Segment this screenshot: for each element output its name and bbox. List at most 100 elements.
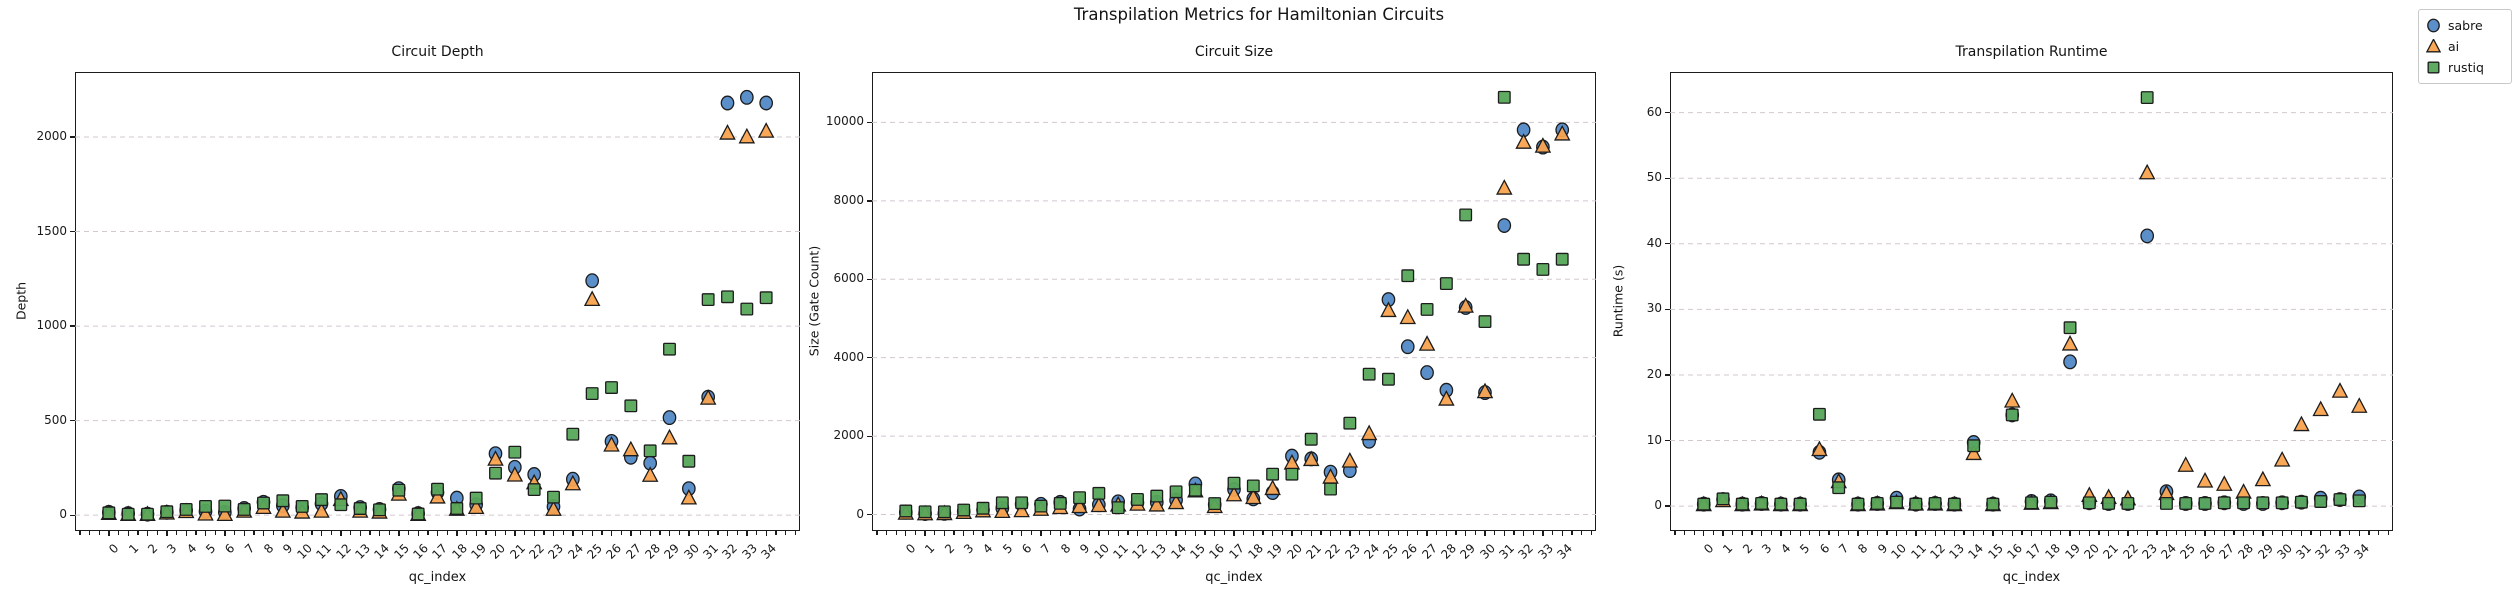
xtick-label-6: 6 [1019, 541, 1035, 557]
marker-rustiq-18 [2044, 495, 2058, 509]
xtick-minor-mark [2349, 531, 2351, 535]
marker-ai-10 [1090, 496, 1108, 513]
marker-ai-26 [1399, 308, 1417, 325]
xtick-mark [2339, 531, 2341, 536]
xtick-mark [2165, 531, 2168, 536]
xtick-mark [127, 531, 129, 536]
marker-ai-30 [680, 488, 698, 505]
xtick-label-2: 2 [941, 541, 958, 557]
marker-rustiq-23 [547, 490, 560, 504]
xlabel-qc-index-1: qc_index [408, 570, 467, 585]
xtick-minor-mark [1944, 531, 1946, 535]
marker-rustiq-11 [1111, 501, 1125, 515]
marker-rustiq-1 [1716, 492, 1730, 506]
xtick-minor-mark [1416, 531, 1419, 535]
xtick-mark [1722, 531, 1724, 536]
xtick-mark [1760, 531, 1763, 536]
xtick-minor-mark [2117, 531, 2119, 535]
xtick-minor-mark [485, 531, 487, 535]
marker-rustiq-27 [624, 399, 638, 413]
xtick-label-9: 9 [1077, 541, 1093, 557]
marker-ai-31 [1496, 179, 1513, 195]
xtick-mark [1136, 531, 1139, 536]
ytick-mark [70, 136, 75, 138]
ytick-mark [1665, 177, 1670, 179]
xtick-minor-mark [1924, 531, 1927, 535]
xtick-label-0: 0 [106, 541, 122, 557]
marker-ai-14 [1965, 444, 1982, 461]
marker-rustiq-28 [1439, 277, 1453, 291]
marker-rustiq-20 [489, 466, 502, 480]
marker-ai-32 [2312, 400, 2329, 417]
xtick-mark [533, 531, 535, 536]
xtick-mark [1484, 531, 1486, 536]
marker-ai-28 [1438, 390, 1455, 406]
xtick-mark [1838, 531, 1840, 536]
xtick-minor-mark [1397, 531, 1399, 535]
xtick-minor-mark [88, 531, 91, 535]
xtick-mark [1078, 531, 1081, 536]
marker-ai-17 [429, 487, 446, 504]
xtick-label-34: 34 [758, 541, 779, 562]
ytick-mark [1665, 505, 1670, 507]
ytick-mark [867, 200, 872, 202]
xtick-mark [924, 531, 926, 536]
marker-rustiq-23 [2140, 91, 2154, 105]
marker-rustiq-9 [276, 494, 290, 508]
xtick-minor-mark [2214, 531, 2216, 535]
xtick-minor-mark [1828, 531, 1830, 535]
legend-label-rustiq: rustiq [2448, 60, 2484, 75]
marker-sabre-29 [662, 410, 677, 426]
xtick-mark [456, 531, 458, 536]
marker-rustiq-34 [2352, 494, 2366, 508]
xtick-minor-mark [601, 531, 603, 535]
xtick-mark [1523, 531, 1525, 536]
marker-rustiq-8 [257, 496, 270, 510]
marker-rustiq-14 [373, 503, 386, 517]
xtick-mark [494, 531, 497, 536]
xtick-mark [2358, 531, 2360, 536]
marker-ai-33 [2331, 382, 2349, 398]
xtick-minor-mark [195, 531, 197, 535]
ytick-label: 2000 [833, 428, 864, 443]
xtick-mark [2204, 531, 2206, 536]
xtick-minor-mark [2310, 531, 2312, 535]
marker-ai-23 [545, 500, 562, 516]
xtick-mark [630, 531, 632, 536]
xtick-minor-mark [2194, 531, 2197, 535]
xtick-mark [1368, 531, 1370, 536]
xtick-mark [1059, 531, 1061, 536]
xtick-minor-mark [1590, 531, 1592, 535]
marker-ai-16 [2003, 391, 2021, 408]
xtick-minor-mark [543, 531, 545, 535]
xtick-mark [2185, 531, 2187, 536]
xtick-label-3: 3 [164, 541, 180, 557]
marker-rustiq-25 [2179, 497, 2193, 510]
xtick-mark [204, 531, 207, 536]
xtick-minor-mark [1030, 531, 1032, 535]
xtick-mark [688, 531, 690, 536]
xtick-mark [2320, 531, 2322, 536]
marker-sabre-33 [739, 89, 754, 105]
plot-area-2 [1670, 91, 2393, 512]
xtick-label-4: 4 [980, 541, 996, 557]
xtick-minor-mark [1751, 531, 1753, 535]
xtick-mark [1156, 531, 1158, 536]
marker-ai-6 [1811, 440, 1828, 457]
xtick-minor-mark [1320, 531, 1322, 535]
marker-rustiq-12 [334, 498, 348, 512]
xtick-minor-mark [2079, 531, 2081, 535]
xtick-label-8: 8 [260, 541, 277, 557]
marker-rustiq-30 [1478, 315, 1492, 329]
xtick-minor-mark [2040, 531, 2042, 535]
xtick-minor-mark [349, 531, 352, 535]
marker-ai-27 [2216, 475, 2233, 491]
xtick-minor-mark [1551, 531, 1554, 535]
xtick-mark [552, 531, 555, 536]
legend: sabre ai rustiq [2418, 9, 2512, 84]
xtick-label-4: 4 [1778, 541, 1794, 557]
xtick-minor-mark [1049, 531, 1052, 535]
xtick-minor-mark [914, 531, 917, 535]
xtick-mark [1445, 531, 1448, 536]
marker-rustiq-21 [508, 445, 522, 459]
